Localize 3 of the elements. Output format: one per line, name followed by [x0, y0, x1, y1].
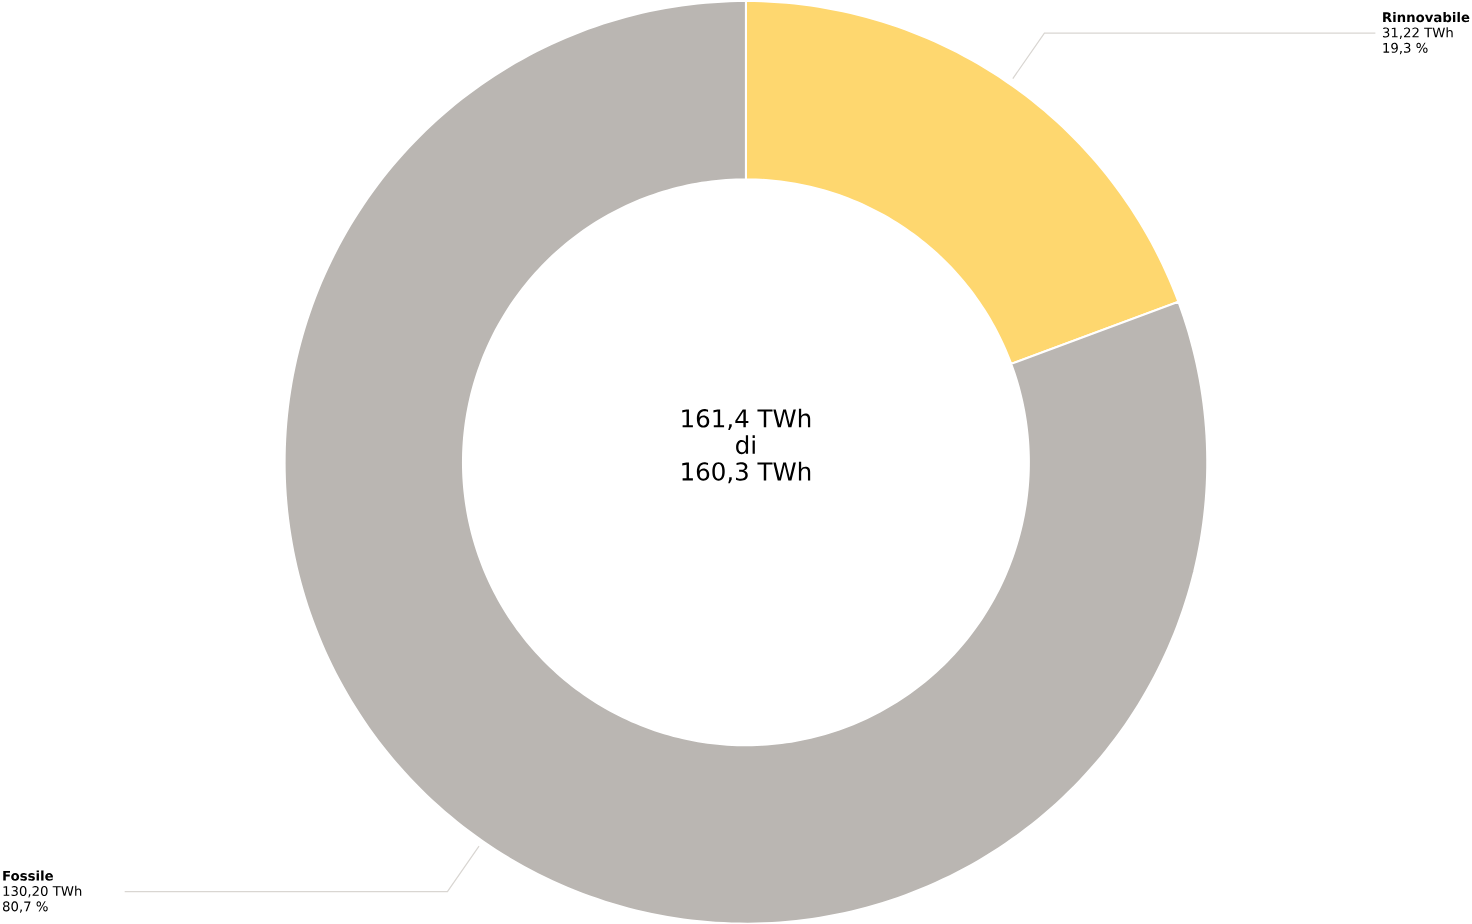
- text: 160,3 TWh: [682, 461, 811, 483]
- text: di: [736, 434, 755, 454]
- text: 161,4 TWh: [682, 408, 811, 430]
